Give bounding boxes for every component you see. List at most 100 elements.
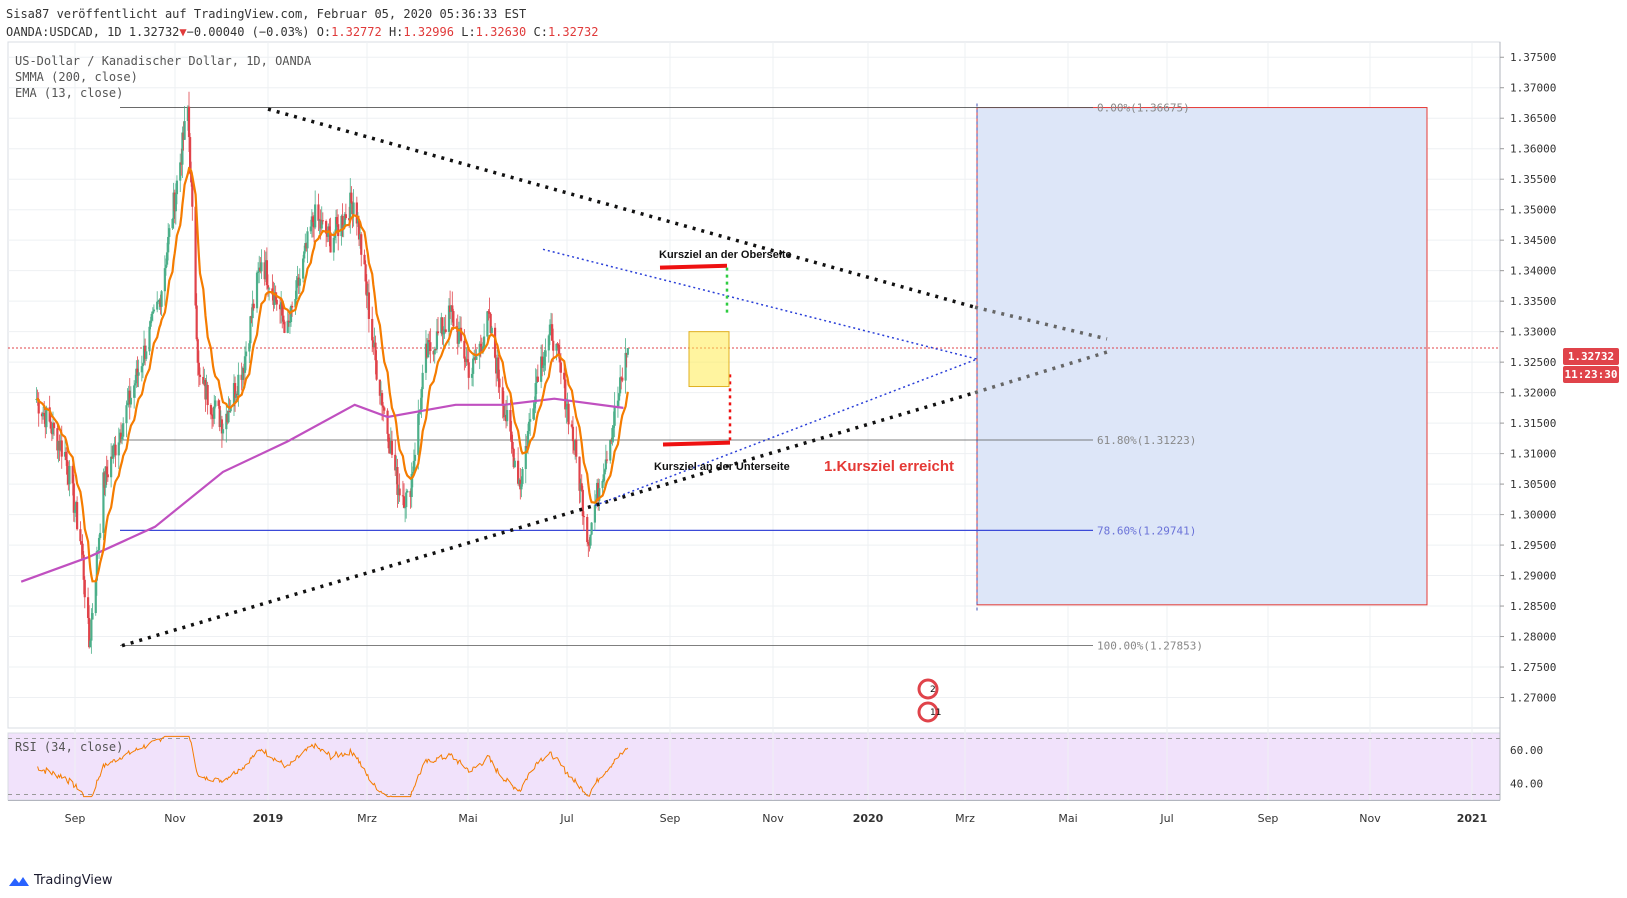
candle bbox=[141, 362, 145, 379]
candle bbox=[281, 301, 284, 329]
candle-body bbox=[556, 343, 559, 345]
candle bbox=[97, 534, 101, 559]
event-badge: 2 bbox=[917, 678, 939, 700]
legend-ema[interactable]: EMA (13, close) bbox=[15, 86, 124, 100]
candle bbox=[119, 422, 123, 444]
candle bbox=[581, 485, 584, 525]
candle bbox=[99, 523, 102, 540]
legend-rsi[interactable]: RSI (34, close) bbox=[15, 740, 124, 754]
candle-body bbox=[114, 444, 117, 456]
candle-body bbox=[611, 427, 614, 442]
candle-body bbox=[470, 373, 474, 378]
candle-body bbox=[547, 335, 550, 351]
candle-body bbox=[365, 281, 368, 296]
candle-body bbox=[328, 226, 331, 233]
x-tick-label: Mrz bbox=[955, 812, 975, 825]
candle bbox=[420, 386, 423, 419]
candle-body bbox=[49, 421, 52, 429]
candle bbox=[129, 386, 132, 408]
candle-body bbox=[257, 271, 260, 273]
candle-body bbox=[488, 312, 491, 314]
candle-body bbox=[613, 407, 616, 426]
candle bbox=[306, 227, 309, 263]
candle bbox=[601, 479, 604, 494]
candle bbox=[125, 400, 128, 438]
y-tick-label: 1.30500 bbox=[1510, 478, 1556, 491]
x-tick-label: 2021 bbox=[1457, 812, 1488, 825]
candle-body bbox=[427, 340, 430, 358]
candle-body bbox=[510, 431, 513, 442]
candle-body bbox=[364, 264, 367, 282]
candle-body bbox=[609, 440, 612, 461]
event-badge: 11 bbox=[917, 701, 941, 723]
y-tick-label: 1.29500 bbox=[1510, 539, 1556, 552]
candle bbox=[613, 392, 616, 438]
candle bbox=[603, 468, 606, 488]
candle-body bbox=[421, 372, 424, 390]
candle-body bbox=[96, 550, 100, 552]
candle bbox=[56, 421, 59, 459]
candle bbox=[251, 290, 254, 327]
candle-body bbox=[532, 408, 535, 420]
candle-body bbox=[267, 288, 271, 290]
candle-body bbox=[589, 534, 592, 546]
candle-body bbox=[406, 490, 409, 493]
candle-body bbox=[435, 331, 439, 350]
candle bbox=[367, 279, 371, 333]
candle-body bbox=[521, 469, 524, 484]
target-reached-label: 1.Kursziel erreicht bbox=[824, 458, 954, 475]
candle bbox=[396, 458, 399, 508]
fib-target-box bbox=[976, 107, 1428, 606]
candle bbox=[472, 352, 475, 387]
candle-body bbox=[411, 471, 414, 474]
candle-body bbox=[410, 473, 413, 498]
y-tick-label: 1.34500 bbox=[1510, 234, 1556, 247]
candle bbox=[444, 314, 447, 334]
x-tick-label: Sep bbox=[660, 812, 681, 825]
candle bbox=[402, 483, 406, 509]
candle bbox=[81, 534, 84, 559]
candle bbox=[375, 350, 378, 381]
candle bbox=[221, 423, 225, 440]
candle-body bbox=[544, 350, 547, 357]
candle-body bbox=[317, 204, 320, 221]
candle-body bbox=[73, 510, 77, 513]
legend-title[interactable]: US-Dollar / Kanadischer Dollar, 1D, OAND… bbox=[15, 54, 312, 68]
x-tick-label: Sep bbox=[1258, 812, 1279, 825]
candle-body bbox=[160, 291, 163, 307]
candle-body bbox=[580, 483, 583, 490]
candle-body bbox=[498, 378, 501, 388]
candle-body bbox=[309, 226, 312, 232]
candle-body bbox=[506, 410, 509, 422]
x-tick-label: Jul bbox=[1159, 812, 1173, 825]
candle-body bbox=[374, 342, 377, 361]
candle-body bbox=[424, 343, 428, 373]
candle bbox=[410, 462, 413, 508]
tradingview-logo[interactable]: TradingView bbox=[8, 873, 113, 888]
candle-body bbox=[228, 411, 231, 413]
candle-body bbox=[413, 454, 417, 461]
candle bbox=[48, 395, 51, 423]
candle bbox=[536, 364, 539, 383]
candle-body bbox=[95, 551, 98, 581]
candle-body bbox=[148, 326, 151, 352]
candle-body bbox=[383, 407, 386, 411]
candle-body bbox=[76, 502, 79, 530]
candle-body bbox=[570, 424, 573, 427]
candle bbox=[413, 442, 417, 473]
candle bbox=[248, 340, 251, 364]
legend-smma[interactable]: SMMA (200, close) bbox=[15, 70, 138, 84]
candle-body bbox=[120, 436, 124, 440]
candle-body bbox=[564, 379, 567, 410]
candle-body bbox=[289, 306, 293, 323]
candle-body bbox=[311, 216, 315, 223]
candle-body bbox=[282, 315, 285, 322]
candle bbox=[575, 426, 578, 464]
candle-body bbox=[249, 316, 252, 344]
candle-body bbox=[174, 194, 177, 212]
candle bbox=[105, 455, 108, 485]
candle-body bbox=[88, 617, 91, 648]
candle bbox=[114, 435, 117, 468]
candle bbox=[436, 316, 440, 336]
